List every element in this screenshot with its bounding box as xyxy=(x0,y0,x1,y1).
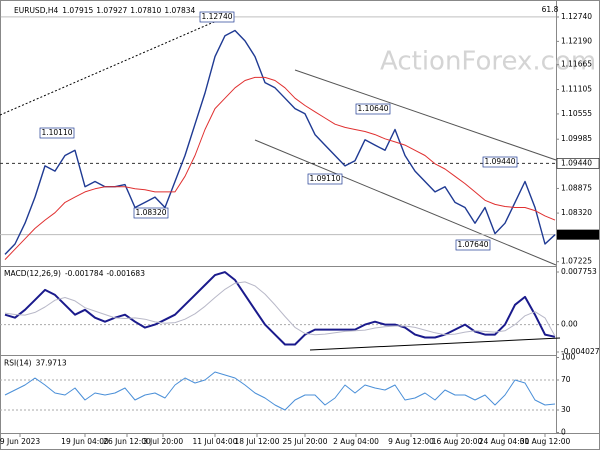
y-tick-label: 1.11665 xyxy=(561,60,592,69)
annotation-box xyxy=(199,11,235,23)
x-tick-label: 31 Aug 12:00 xyxy=(520,437,571,446)
y-tick-label: 1.10555 xyxy=(561,109,592,118)
quote-value: 1.07834 xyxy=(164,6,195,15)
level-box xyxy=(556,158,600,169)
watermark: ActionForex.com xyxy=(380,47,596,77)
annotation-box xyxy=(39,127,75,139)
x-tick-label: 9 Jun 2023 xyxy=(0,437,40,446)
y-tick-label: 1.07834 xyxy=(561,230,592,239)
x-tick-label: 9 Aug 12:00 xyxy=(388,437,434,446)
annotation-label: 1.08320 xyxy=(135,208,166,217)
series-line xyxy=(4,76,556,260)
x-tick-label: 19 Jun 04:00 xyxy=(61,437,109,446)
series-line xyxy=(4,29,556,255)
y-tick-label: -0.004027 xyxy=(561,347,600,356)
series-line xyxy=(4,281,556,337)
annotation-box xyxy=(355,103,391,115)
x-tick-label: 11 Jul 04:00 xyxy=(193,437,238,446)
y-tick-label: 1.08875 xyxy=(561,183,592,192)
x-tick-label: 18 Jul 12:00 xyxy=(235,437,280,446)
annotation-label: 1.10110 xyxy=(41,128,72,137)
annotation-box xyxy=(482,156,518,168)
annotation-label: 1.07640 xyxy=(457,240,488,249)
trend-line xyxy=(0,14,231,116)
annotation-label: 1.12740 xyxy=(201,12,232,21)
quote-value: 1.07810 xyxy=(130,6,161,15)
y-tick-label: 1.12190 xyxy=(561,36,592,45)
fib-label: 61.8 xyxy=(542,5,559,14)
quote-value: 1.07927 xyxy=(96,6,127,15)
channel-line xyxy=(254,139,557,266)
x-tick-label: 24 Aug 04:00 xyxy=(479,437,530,446)
current-price-box xyxy=(557,229,599,240)
y-tick-label: 1.09985 xyxy=(561,134,592,143)
annotation-label: 1.09440 xyxy=(484,157,515,166)
annotation-box xyxy=(133,207,169,219)
annotation-box xyxy=(455,239,491,251)
indicator-value: -0.001683 xyxy=(106,269,145,278)
y-tick-label: 30 xyxy=(561,405,571,414)
indicator-value: 37.9713 xyxy=(36,359,67,368)
y-tick-label: 1.11105 xyxy=(561,85,592,94)
y-tick-label: 0 xyxy=(561,428,566,437)
y-tick-label: 1.09440 xyxy=(561,158,592,167)
panel-title: MACD(12,26,9) xyxy=(4,269,61,278)
indicator-value: -0.001784 xyxy=(65,269,104,278)
y-tick-label: 0.00 xyxy=(561,320,578,329)
x-tick-label: 2 Aug 04:00 xyxy=(333,437,379,446)
annotation-label: 1.10640 xyxy=(357,104,388,113)
y-tick-label: 1.08320 xyxy=(561,208,592,217)
x-tick-label: 3 Jul 20:00 xyxy=(143,437,183,446)
y-tick-label: 70 xyxy=(561,375,571,384)
macd-trend-line xyxy=(309,337,561,351)
annotation-label: 1.09110 xyxy=(309,174,340,183)
x-tick-label: 26 Jun 12:00 xyxy=(103,437,151,446)
x-tick-label: 16 Aug 20:00 xyxy=(432,437,483,446)
y-tick-label: 1.07225 xyxy=(561,257,592,266)
y-tick-label: 100 xyxy=(561,353,576,362)
y-tick-label: 1.12740 xyxy=(561,12,592,21)
y-tick-label: 0.007753 xyxy=(561,267,597,276)
panel-title: EURUSD,H4 xyxy=(14,6,58,15)
channel-line xyxy=(294,69,557,161)
panel-title: RSI(14) xyxy=(4,359,32,368)
series-line xyxy=(4,271,556,346)
x-tick-label: 25 Jul 20:00 xyxy=(283,437,328,446)
annotation-box xyxy=(307,173,343,185)
series-line xyxy=(4,371,556,411)
quote-value: 1.07915 xyxy=(62,6,93,15)
